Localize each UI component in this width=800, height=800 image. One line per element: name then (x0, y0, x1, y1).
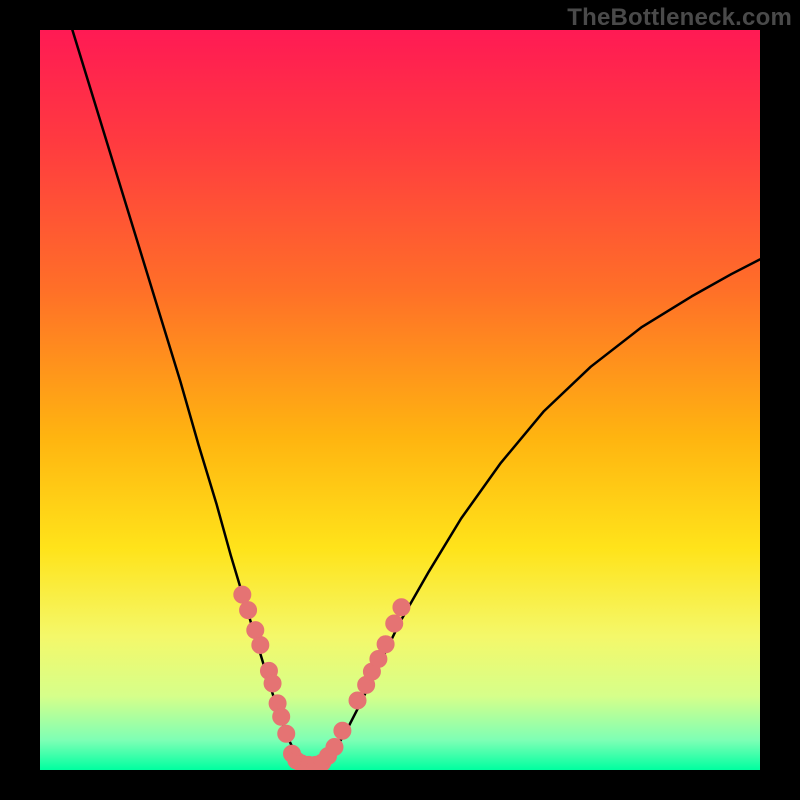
marker-point (240, 602, 257, 619)
curve-layer (40, 30, 760, 770)
marker-point (386, 615, 403, 632)
marker-point (326, 739, 343, 756)
curve-right (314, 259, 760, 770)
chart-container: TheBottleneck.com (0, 0, 800, 800)
marker-point (252, 636, 269, 653)
marker-point (349, 692, 366, 709)
watermark-text: TheBottleneck.com (567, 4, 792, 32)
marker-point (278, 725, 295, 742)
marker-point (334, 722, 351, 739)
marker-point (264, 675, 281, 692)
marker-point (377, 636, 394, 653)
plot-area (40, 30, 760, 770)
marker-point (234, 586, 251, 603)
marker-point (273, 708, 290, 725)
curve-left (72, 30, 313, 770)
markers-group (234, 586, 410, 770)
marker-point (393, 599, 410, 616)
